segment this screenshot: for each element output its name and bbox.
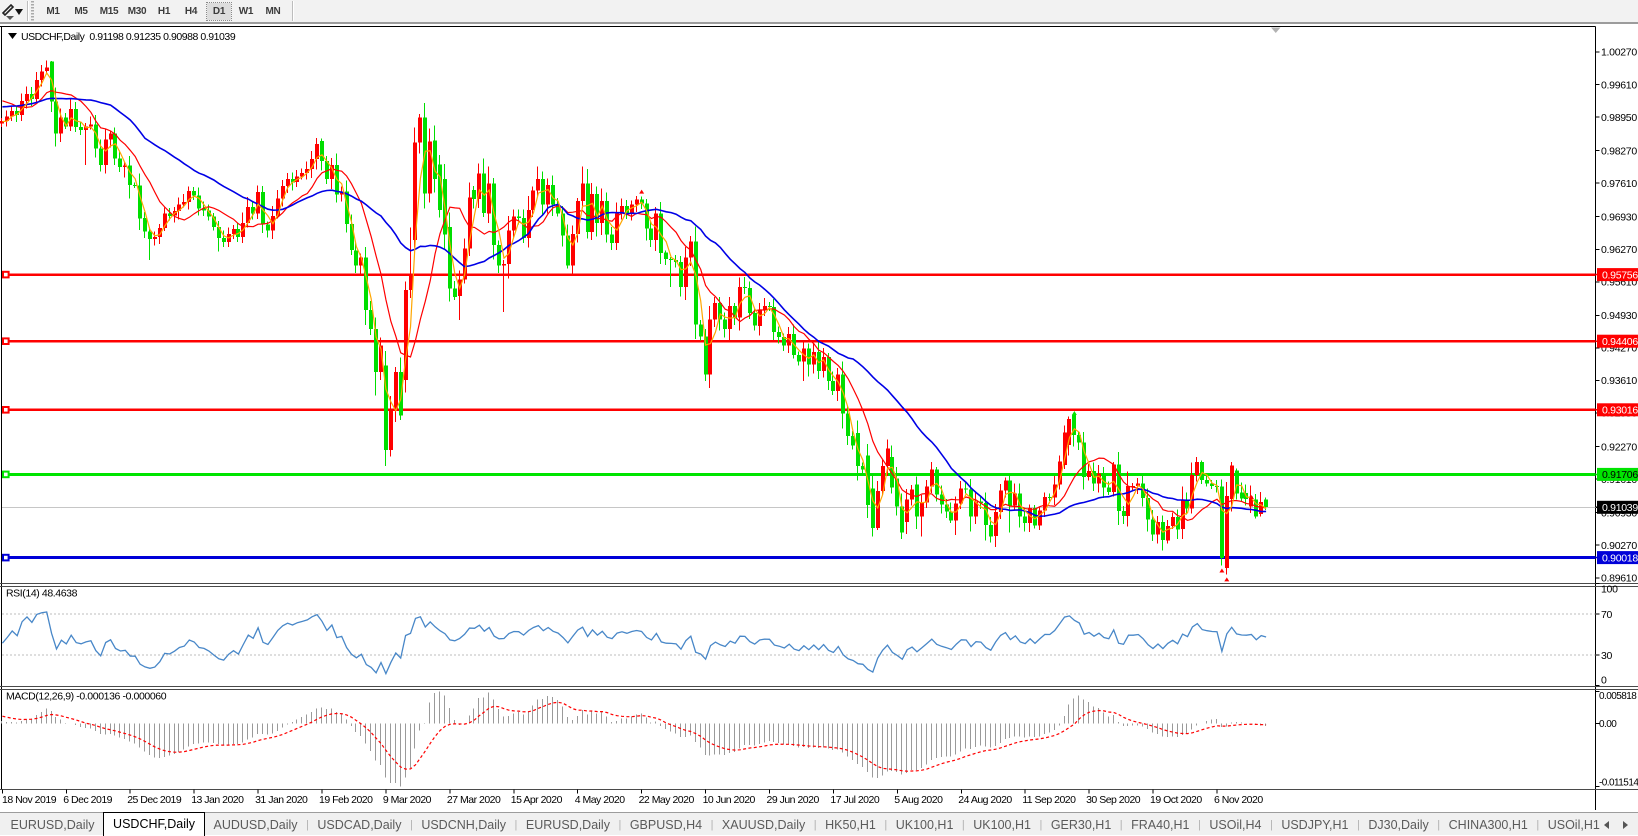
- svg-text:0.94406: 0.94406: [1602, 336, 1638, 348]
- svg-text:30: 30: [1601, 650, 1613, 662]
- svg-text:0.96270: 0.96270: [1601, 244, 1637, 256]
- svg-text:70: 70: [1601, 609, 1613, 621]
- svg-text:6 Dec 2019: 6 Dec 2019: [63, 794, 112, 806]
- svg-text:19 Feb 2020: 19 Feb 2020: [319, 794, 373, 806]
- svg-text:10 Jun 2020: 10 Jun 2020: [703, 794, 756, 806]
- svg-text:29 Jun 2020: 29 Jun 2020: [767, 794, 820, 806]
- svg-text:0.90018: 0.90018: [1602, 552, 1638, 564]
- svg-text:13 Jan 2020: 13 Jan 2020: [191, 794, 244, 806]
- svg-text:4 May 2020: 4 May 2020: [575, 794, 626, 806]
- svg-text:1.00270: 1.00270: [1601, 47, 1637, 59]
- svg-text:0.00: 0.00: [1599, 719, 1617, 730]
- svg-text:-0.011514: -0.011514: [1599, 777, 1638, 788]
- svg-text:6 Nov 2020: 6 Nov 2020: [1214, 794, 1263, 806]
- svg-text:18 Nov 2019: 18 Nov 2019: [2, 794, 57, 806]
- svg-text:25 Dec 2019: 25 Dec 2019: [127, 794, 182, 806]
- svg-text:0.92270: 0.92270: [1601, 441, 1637, 453]
- svg-text:0.89610: 0.89610: [1601, 573, 1637, 585]
- svg-text:0.91706: 0.91706: [1602, 469, 1638, 481]
- svg-text:USDCHF,Daily 0.91198 0.91235: USDCHF,Daily 0.91198 0.91235 0.90988 0.9…: [21, 31, 236, 43]
- svg-text:9 Mar 2020: 9 Mar 2020: [383, 794, 432, 806]
- svg-text:0.93610: 0.93610: [1601, 375, 1637, 387]
- svg-text:0.99610: 0.99610: [1601, 79, 1637, 91]
- svg-text:0.97610: 0.97610: [1601, 178, 1637, 190]
- svg-text:100: 100: [1601, 583, 1618, 595]
- svg-text:11 Sep 2020: 11 Sep 2020: [1022, 794, 1076, 806]
- svg-text:30 Sep 2020: 30 Sep 2020: [1086, 794, 1141, 806]
- svg-text:22 May 2020: 22 May 2020: [639, 794, 695, 806]
- svg-text:0: 0: [1601, 675, 1607, 687]
- svg-text:0.98950: 0.98950: [1601, 112, 1637, 124]
- svg-text:0.005818: 0.005818: [1599, 691, 1637, 702]
- svg-text:0.94930: 0.94930: [1601, 310, 1637, 322]
- svg-text:5 Aug 2020: 5 Aug 2020: [894, 794, 943, 806]
- svg-text:0.90270: 0.90270: [1601, 540, 1637, 552]
- svg-text:31 Jan 2020: 31 Jan 2020: [255, 794, 308, 806]
- svg-text:0.96930: 0.96930: [1601, 211, 1637, 223]
- svg-text:0.98270: 0.98270: [1601, 145, 1637, 157]
- svg-text:RSI(14) 48.4638: RSI(14) 48.4638: [6, 588, 78, 600]
- svg-text:MACD(12,26,9) -0.000136 -0.000: MACD(12,26,9) -0.000136 -0.000060: [6, 691, 167, 703]
- svg-text:0.93016: 0.93016: [1602, 405, 1638, 417]
- svg-text:0.91039: 0.91039: [1602, 502, 1638, 514]
- svg-text:19 Oct 2020: 19 Oct 2020: [1150, 794, 1202, 806]
- svg-text:27 Mar 2020: 27 Mar 2020: [447, 794, 501, 806]
- svg-text:17 Jul 2020: 17 Jul 2020: [830, 794, 879, 806]
- svg-text:15 Apr 2020: 15 Apr 2020: [511, 794, 563, 806]
- svg-text:0.95756: 0.95756: [1602, 269, 1638, 281]
- svg-text:24 Aug 2020: 24 Aug 2020: [958, 794, 1012, 806]
